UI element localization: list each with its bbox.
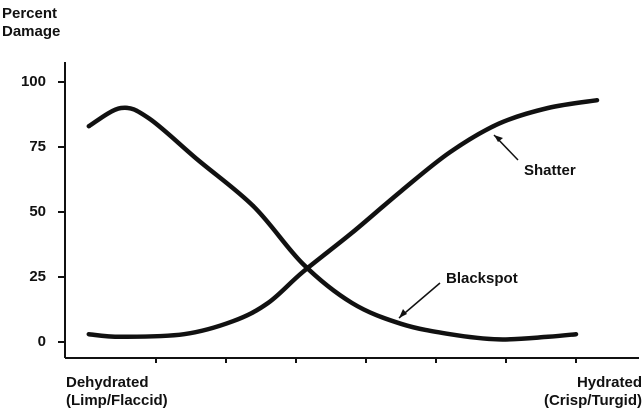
curve [86,97,600,340]
curve [86,105,579,342]
y-tick-label: 100 [21,73,46,90]
annotation: Blackspot [446,270,518,287]
x-max-label: Hydrated [577,374,642,391]
y-tick-label: 50 [29,203,46,220]
y-axis-label: Damage [2,23,60,40]
y-tick-label: 25 [29,268,46,285]
annotation-arrow [398,282,441,319]
x-min-label: (Limp/Flaccid) [66,392,168,409]
annotation-arrowhead [399,309,407,318]
y-axis-label: Percent [2,5,57,22]
x-max-label: (Crisp/Turgid) [544,392,642,409]
annotation: Shatter [524,162,576,179]
x-min-label: Dehydrated [66,374,149,391]
y-tick-label: 75 [29,138,46,155]
annotation-arrowhead [494,135,503,142]
y-tick-label: 0 [38,333,46,350]
